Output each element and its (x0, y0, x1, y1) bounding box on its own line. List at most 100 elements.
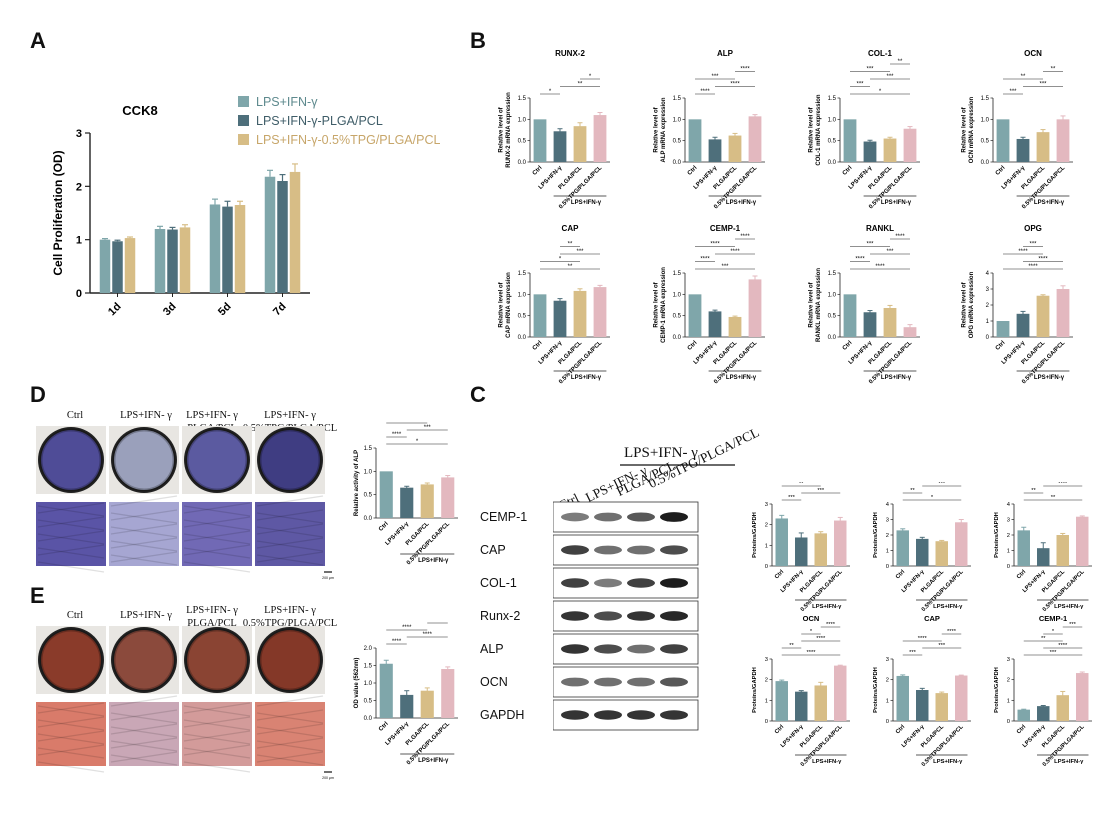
y-tick-label: 0.0 (673, 335, 682, 341)
sig-label: **** (1018, 249, 1028, 255)
bar-1 (400, 487, 414, 518)
cck8-x-tick-label: 3d (161, 301, 179, 319)
y-tick-label: 1 (765, 698, 768, 704)
bar-1 (863, 141, 877, 162)
cck8-legend-label: LPS+IFN-γ-PLGA/PCL (256, 114, 383, 128)
cck8-legend-swatch (238, 115, 249, 126)
sig-label: ** (1031, 488, 1036, 494)
bar-1 (863, 312, 877, 337)
alp-micrograph-0 (36, 502, 106, 573)
y-tick-label: 1.5 (518, 271, 527, 277)
y-tick-label: 1 (1007, 698, 1010, 704)
chart-opg: OPG 0 1 2 3 4 Relative level of OPG mRNA expres… (962, 224, 1073, 385)
bar-0 (379, 663, 393, 718)
y-tick-label: 0.5 (673, 314, 682, 320)
y-axis-label: Relative level of (654, 281, 660, 327)
chart-title: RANKL (866, 224, 894, 233)
y-tick-label: 0.0 (518, 335, 527, 341)
sig-label: **** (423, 632, 433, 638)
sig-label: * (1052, 629, 1055, 635)
wb-band (627, 512, 655, 522)
y-tick-label: 3 (986, 287, 990, 293)
sig-label: *** (711, 74, 719, 80)
wb-band (561, 677, 589, 687)
chart-alp: ALP01234Proteins/GAPDH***********CtrlLPS… (873, 482, 971, 613)
sig-label: **** (730, 81, 740, 87)
cck8-y-tick-label: 2 (76, 181, 82, 193)
wb-band (594, 677, 622, 687)
wb-band (660, 710, 688, 720)
ars-scale-bar-label: 200 μm (322, 776, 334, 780)
bar-1 (795, 537, 808, 566)
bar-2 (728, 135, 742, 162)
bar-0 (533, 119, 547, 162)
cck8-bar (179, 227, 191, 293)
sig-label: ** (799, 482, 804, 487)
wb-band-label: Runx-2 (480, 609, 521, 623)
y-axis-label: OD value (562nm) (354, 658, 360, 709)
bar-0 (1017, 530, 1030, 566)
bar-0 (775, 518, 788, 566)
cck8-bar (112, 241, 123, 293)
y-tick-label: 3 (886, 657, 889, 663)
sig-label: **** (700, 256, 710, 262)
bar-2 (1036, 132, 1050, 162)
y-tick-label: 0.0 (364, 716, 373, 722)
wb-band (660, 611, 688, 621)
y-tick-label: 1.0 (518, 117, 527, 123)
sig-label: ** (910, 488, 915, 494)
stain-d-header-lps: LPS+IFN- γ (120, 410, 172, 421)
y-tick-label: 0.0 (828, 335, 837, 341)
alp-well-0 (36, 426, 106, 494)
wb-band-label: CEMP-1 (480, 510, 528, 524)
chart-title: CEMP-1 (1039, 614, 1067, 623)
sig-label: *** (1029, 241, 1037, 247)
stain-e-header-plga: LPS+IFN- γ PLGA/PCL (186, 605, 238, 629)
sig-label: **** (816, 636, 826, 642)
cck8-bar (167, 229, 178, 293)
y-tick-label: 0.5 (828, 314, 837, 320)
sig-label: *** (576, 249, 584, 255)
cck8-legend-swatch (238, 96, 249, 107)
ars-micrograph-1 (109, 695, 179, 766)
y-tick-label: 0.0 (828, 160, 837, 166)
sig-label: *** (938, 643, 946, 649)
alp-micrograph-3 (255, 495, 325, 566)
lps-bracket-label: LPS+IFN-γ (418, 758, 449, 764)
chart-alp: ALP 0.0 0.5 1.0 1.5 Relative level of ALP mRNA… (654, 49, 765, 210)
sig-label: **** (855, 256, 865, 262)
sig-label: *** (1039, 81, 1047, 87)
y-tick-label: 2 (765, 523, 768, 529)
wb-band (627, 545, 655, 555)
protein-charts: RUNX-20123Proteins/GAPDH**********CtrlLP… (752, 482, 1092, 768)
y-axis-label: Proteins/GAPDH (873, 667, 879, 713)
cck8-bar (289, 171, 301, 293)
y-tick-label: 1.5 (364, 664, 373, 670)
wb-band-label: COL-1 (480, 576, 517, 590)
sig-label: * (879, 89, 882, 95)
sig-label: ** (1051, 495, 1056, 501)
bar-1 (916, 538, 929, 566)
wb-band (627, 644, 655, 654)
y-tick-label: 0.5 (518, 314, 527, 320)
y-tick-label: 0 (986, 335, 990, 341)
cck8-legend-label: LPS+IFN-γ (256, 95, 318, 109)
wb-band (660, 512, 688, 522)
sig-label: **** (918, 636, 928, 642)
chart-title: RUNX-2 (555, 49, 585, 58)
bar-0 (1017, 709, 1030, 721)
y-tick-label: 3 (765, 502, 768, 508)
sig-label: *** (856, 81, 864, 87)
alp-staining-images: 200 μm (36, 426, 334, 580)
bar-3 (593, 115, 607, 162)
y-axis-label: OPG mRNA expression (969, 271, 975, 338)
chart-title: ALP (717, 49, 734, 58)
sig-label: **** (875, 264, 885, 270)
sig-label: **** (947, 629, 957, 635)
bar-2 (420, 484, 434, 518)
sig-label: *** (886, 74, 894, 80)
sig-label: *** (866, 66, 874, 72)
cck8-bar (99, 239, 111, 293)
panel-label-b: B (470, 28, 486, 53)
